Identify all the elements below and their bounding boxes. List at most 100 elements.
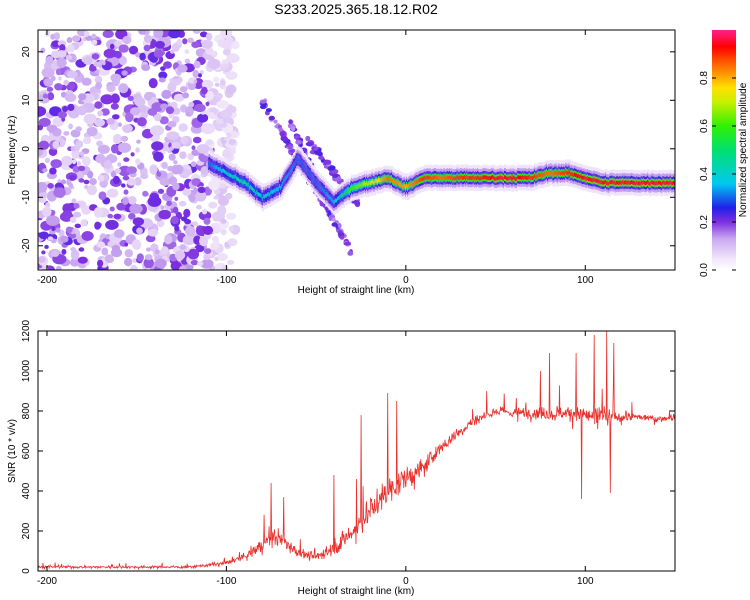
spectral-blob <box>123 189 129 195</box>
spectral-blob <box>112 114 120 120</box>
spectral-blob <box>187 37 194 44</box>
spectral-blob <box>136 117 147 127</box>
spectral-blob <box>178 200 187 207</box>
spectral-blob <box>228 139 237 146</box>
spectral-blob <box>38 140 50 150</box>
spectral-blob <box>109 43 115 50</box>
y-tick-label: 400 <box>21 482 32 499</box>
spectral-blob <box>347 250 354 256</box>
spectral-blob <box>63 131 70 136</box>
spectral-blob <box>195 190 207 202</box>
spectral-blob <box>95 39 102 46</box>
spectral-blob <box>105 219 119 230</box>
spectral-blob <box>130 107 141 116</box>
spectral-blob <box>94 118 105 127</box>
spectral-blob <box>201 39 213 49</box>
spectral-blob <box>94 221 101 230</box>
spectral-blob <box>222 150 232 159</box>
spectral-blob <box>74 144 81 152</box>
spectral-blob <box>97 110 104 117</box>
spectral-blob <box>205 47 214 55</box>
spectral-blob <box>211 235 219 242</box>
spectral-blob <box>147 196 162 207</box>
spectral-blob <box>201 123 215 135</box>
spectral-blob <box>113 229 125 239</box>
spectral-blob <box>96 140 103 147</box>
spectral-blob <box>38 181 48 193</box>
spectral-blob <box>67 70 78 79</box>
spectral-blob <box>227 259 235 265</box>
spectral-blob <box>173 160 178 165</box>
spectral-blob <box>110 103 119 110</box>
spectral-blob <box>174 250 186 260</box>
spectral-blob <box>204 248 212 255</box>
x-tick-label: -100 <box>216 275 236 286</box>
spectral-blob <box>95 81 102 90</box>
spectral-blob <box>139 52 146 61</box>
figure-title: S233.2025.365.18.12.R02 <box>274 1 438 17</box>
spectral-blob <box>199 236 209 247</box>
spectral-blob <box>46 124 58 133</box>
spectral-blob <box>154 258 167 269</box>
spectral-blob <box>277 124 282 129</box>
spectral-blob <box>153 112 162 122</box>
spectral-blob <box>70 249 80 261</box>
spectral-blob <box>45 56 54 65</box>
spectral-blob <box>323 159 332 165</box>
spectral-blob <box>201 86 208 95</box>
spectral-blob <box>159 116 169 125</box>
spectral-blob <box>109 206 115 212</box>
spectral-blob <box>225 84 237 95</box>
spectral-blob <box>210 242 220 251</box>
spectral-blob <box>156 171 162 177</box>
spectral-blob <box>226 36 234 45</box>
spectral-blob <box>200 166 209 176</box>
x-tick-label: 0 <box>403 576 409 587</box>
spectral-blob <box>44 157 51 163</box>
spectral-blob <box>174 196 179 201</box>
y-tick-label: 200 <box>21 522 32 539</box>
spectral-blob <box>227 238 238 247</box>
spectral-blob <box>219 80 226 86</box>
spectral-blob <box>199 31 208 38</box>
spectral-blob <box>91 53 100 60</box>
spectral-blob <box>94 75 103 84</box>
spectral-blob <box>174 225 180 232</box>
spectral-blob <box>59 44 66 52</box>
spectral-blob <box>81 77 92 86</box>
spectral-blob <box>198 73 202 78</box>
spectral-blob <box>226 212 237 220</box>
spectral-blob <box>111 244 120 252</box>
spectral-blob <box>110 144 119 154</box>
spectral-blob <box>47 92 55 101</box>
snr-frame <box>37 330 676 572</box>
x-tick-label: 0 <box>403 275 409 286</box>
y-tick-label: -20 <box>21 238 32 253</box>
spectral-blob <box>106 84 116 93</box>
snr-series-line <box>38 331 675 571</box>
spectral-blob <box>63 79 69 86</box>
spectral-blob <box>72 159 77 165</box>
spectral-blob <box>93 207 104 218</box>
spectral-blob <box>187 248 200 260</box>
spectral-blob <box>192 30 201 34</box>
spectrogram-ylabel: Frequency (Hz) <box>7 116 18 185</box>
spectral-blob <box>118 122 122 127</box>
spectral-blob <box>123 157 130 162</box>
spectral-blob <box>136 253 144 262</box>
spectral-blob <box>191 41 201 48</box>
spectral-blob <box>158 77 166 83</box>
spectral-blob <box>57 111 67 119</box>
spectral-blob <box>179 151 187 159</box>
x-tick-label: 100 <box>577 275 594 286</box>
y-tick-label: 0 <box>21 146 32 152</box>
spectral-blob <box>96 241 105 248</box>
spectral-blob <box>42 206 52 217</box>
spectral-blob <box>121 70 128 76</box>
spectral-blob <box>207 58 221 70</box>
spectral-blob <box>77 165 86 172</box>
spectral-blob <box>151 141 164 151</box>
spectral-blob <box>221 63 229 70</box>
spectral-blob <box>68 232 77 239</box>
